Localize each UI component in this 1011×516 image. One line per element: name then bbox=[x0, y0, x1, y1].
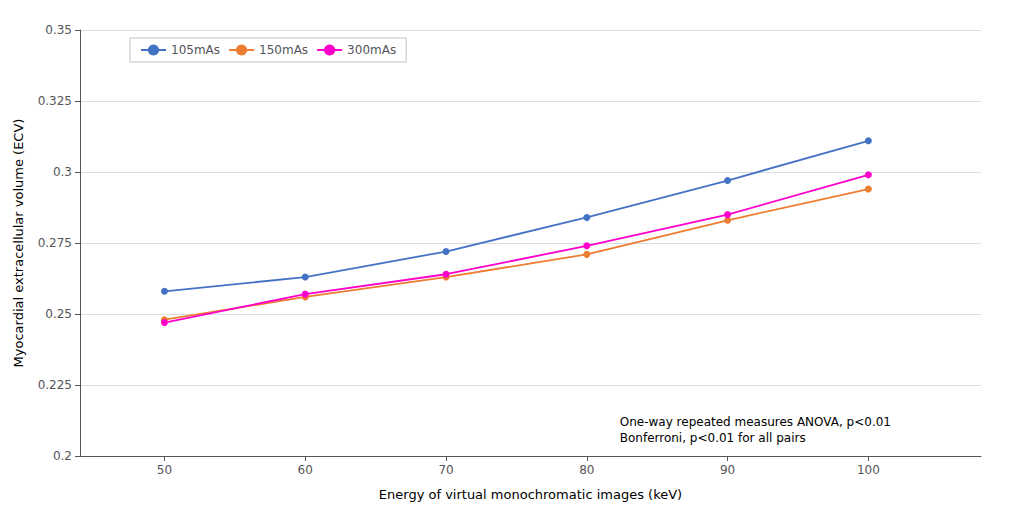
svg-text:60: 60 bbox=[298, 463, 313, 477]
svg-text:90: 90 bbox=[720, 463, 735, 477]
svg-text:300mAs: 300mAs bbox=[347, 43, 396, 57]
svg-text:0.2: 0.2 bbox=[53, 449, 72, 463]
svg-text:100: 100 bbox=[857, 463, 880, 477]
svg-text:0.35: 0.35 bbox=[45, 23, 72, 37]
svg-text:0.275: 0.275 bbox=[38, 236, 72, 250]
svg-text:0.25: 0.25 bbox=[45, 307, 72, 321]
svg-text:70: 70 bbox=[438, 463, 453, 477]
svg-text:0.325: 0.325 bbox=[38, 94, 72, 108]
svg-text:Myocardial extracellular volum: Myocardial extracellular volume (ECV) bbox=[11, 119, 26, 368]
svg-text:Energy of virtual monochromati: Energy of virtual monochromatic images (… bbox=[379, 487, 682, 502]
svg-text:Bonferroni, p<0.01 for all pai: Bonferroni, p<0.01 for all pairs bbox=[620, 431, 806, 445]
svg-text:150mAs: 150mAs bbox=[259, 43, 308, 57]
svg-text:0.225: 0.225 bbox=[38, 378, 72, 392]
svg-text:80: 80 bbox=[579, 463, 594, 477]
svg-text:One-way repeated measures ANOV: One-way repeated measures ANOVA, p<0.01 bbox=[620, 415, 891, 429]
svg-text:105mAs: 105mAs bbox=[171, 43, 220, 57]
svg-text:50: 50 bbox=[157, 463, 172, 477]
svg-text:0.3: 0.3 bbox=[53, 165, 72, 179]
